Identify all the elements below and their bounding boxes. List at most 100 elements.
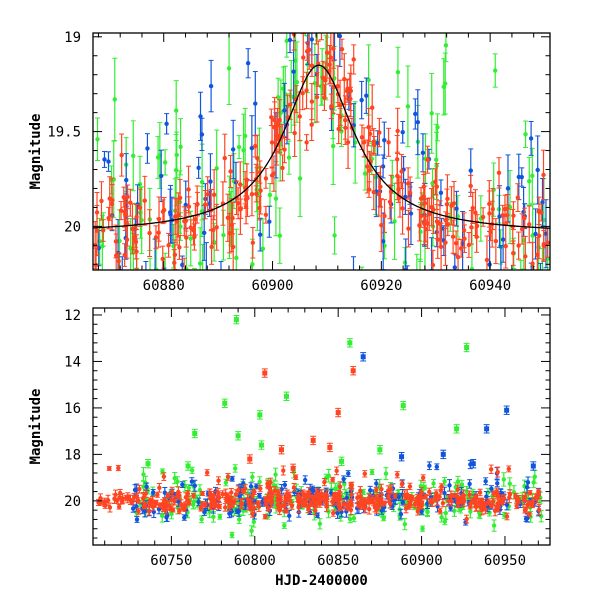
data-point xyxy=(303,11,307,15)
data-point xyxy=(237,517,241,521)
data-point xyxy=(382,214,386,218)
data-point xyxy=(511,213,515,217)
data-point xyxy=(274,134,278,138)
data-point xyxy=(310,99,314,103)
data-point xyxy=(227,66,231,70)
data-point xyxy=(166,243,170,247)
data-point xyxy=(237,145,241,149)
data-point xyxy=(264,502,268,506)
data-point xyxy=(443,519,447,523)
data-point xyxy=(422,222,426,226)
data-point xyxy=(379,496,383,500)
data-point xyxy=(211,515,215,519)
data-point xyxy=(142,505,146,509)
data-point xyxy=(244,204,248,208)
data-point xyxy=(132,236,136,240)
data-point xyxy=(186,187,190,191)
data-point xyxy=(282,108,286,112)
data-point xyxy=(431,481,435,485)
data-point xyxy=(372,140,376,144)
data-point xyxy=(405,286,409,290)
data-point xyxy=(175,479,179,483)
data-point xyxy=(203,202,207,206)
data-point xyxy=(157,217,161,221)
data-point xyxy=(221,233,225,237)
data-point xyxy=(418,281,422,285)
data-point xyxy=(122,253,126,257)
data-point xyxy=(264,213,268,217)
data-point xyxy=(187,501,191,505)
data-point xyxy=(107,289,111,293)
data-point xyxy=(151,490,155,494)
data-point xyxy=(494,239,498,243)
data-point xyxy=(117,276,121,280)
data-point xyxy=(269,115,273,119)
data-point xyxy=(137,487,141,491)
data-point xyxy=(368,132,372,136)
data-point xyxy=(301,55,305,59)
data-point xyxy=(185,374,189,378)
data-point xyxy=(315,95,319,99)
data-point xyxy=(288,102,292,106)
data-point xyxy=(132,315,136,319)
data-point xyxy=(464,517,468,521)
data-point xyxy=(515,504,519,508)
data-point xyxy=(144,272,148,276)
data-point xyxy=(435,465,439,469)
data-point xyxy=(195,202,199,206)
data-point xyxy=(505,514,509,518)
data-point xyxy=(522,216,526,220)
data-point xyxy=(137,300,141,304)
data-point xyxy=(191,494,195,498)
data-point xyxy=(133,488,137,492)
data-point xyxy=(516,195,520,199)
data-point xyxy=(193,484,197,488)
data-point xyxy=(421,151,425,155)
data-point xyxy=(505,213,509,217)
data-point xyxy=(493,68,497,72)
data-point xyxy=(511,251,515,255)
data-point xyxy=(506,186,510,190)
data-point xyxy=(187,204,191,208)
x-tick-label: 60920 xyxy=(360,278,402,294)
data-point xyxy=(96,303,100,307)
data-point xyxy=(425,158,429,162)
data-point xyxy=(536,318,540,322)
data-point xyxy=(545,240,549,244)
data-point xyxy=(467,243,471,247)
data-point xyxy=(374,481,378,485)
data-point xyxy=(374,488,378,492)
data-point xyxy=(254,484,258,488)
data-point xyxy=(431,263,435,267)
data-point xyxy=(516,497,520,501)
data-point xyxy=(520,175,524,179)
data-point xyxy=(173,253,177,257)
data-point xyxy=(360,135,364,139)
data-point xyxy=(220,492,224,496)
data-point xyxy=(178,145,182,149)
data-point xyxy=(184,219,188,223)
data-point xyxy=(541,173,545,177)
data-point xyxy=(303,478,307,482)
data-point xyxy=(429,205,433,209)
data-point xyxy=(524,517,528,521)
data-point xyxy=(519,285,523,289)
data-point xyxy=(110,198,114,202)
data-point xyxy=(208,179,212,183)
data-point xyxy=(184,235,188,239)
data-point xyxy=(435,184,439,188)
data-point xyxy=(527,512,531,516)
data-point xyxy=(487,262,491,266)
data-point xyxy=(230,216,234,220)
data-point xyxy=(417,223,421,227)
data-point xyxy=(145,146,149,150)
data-point xyxy=(240,298,244,302)
data-point xyxy=(230,533,234,537)
data-point xyxy=(200,132,204,136)
data-point xyxy=(318,522,322,526)
data-point xyxy=(423,274,427,278)
data-point xyxy=(393,494,397,498)
data-point xyxy=(263,514,267,518)
